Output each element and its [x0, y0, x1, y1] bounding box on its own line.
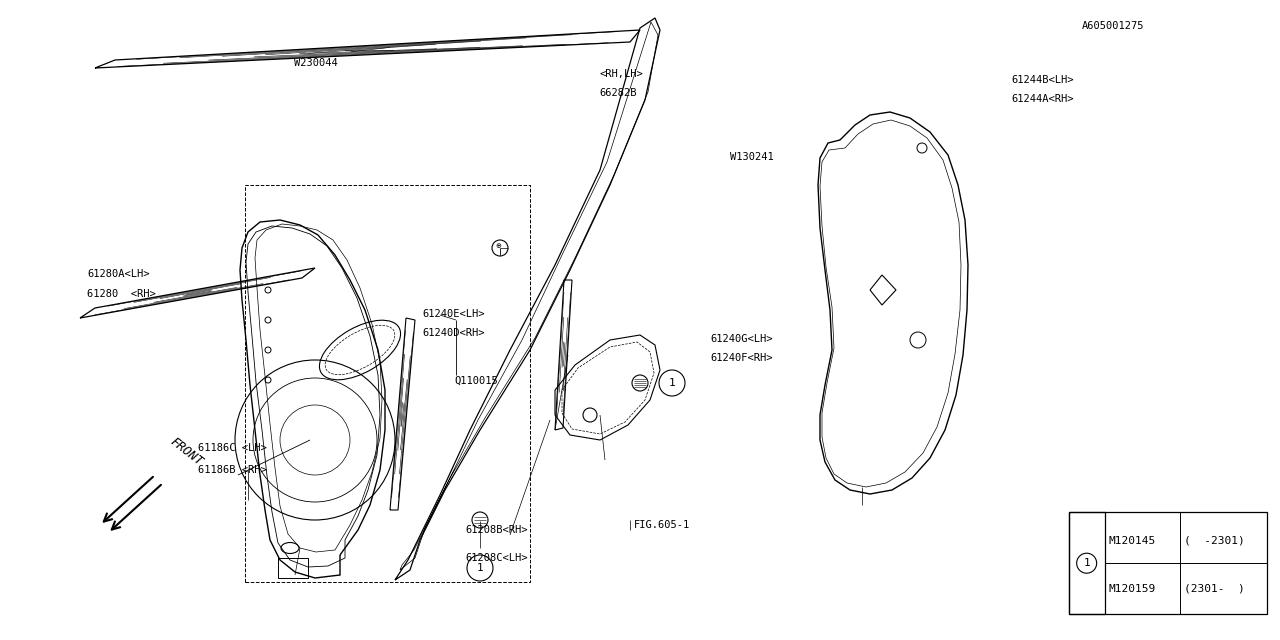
Text: 66282B: 66282B: [599, 88, 636, 98]
Text: M120145: M120145: [1108, 536, 1156, 546]
Text: W230044: W230044: [294, 58, 338, 68]
Text: 61244A<RH>: 61244A<RH>: [1011, 94, 1074, 104]
Text: 61186B <RH>: 61186B <RH>: [198, 465, 268, 476]
Text: FIG.605-1: FIG.605-1: [634, 520, 690, 530]
Text: <RH,LH>: <RH,LH>: [599, 68, 643, 79]
Text: A605001275: A605001275: [1082, 20, 1144, 31]
Text: FRONT: FRONT: [168, 435, 206, 468]
Text: 61240E<LH>: 61240E<LH>: [422, 308, 485, 319]
Text: 61244B<LH>: 61244B<LH>: [1011, 75, 1074, 85]
Text: 61280A<LH>: 61280A<LH>: [87, 269, 150, 279]
Text: M120159: M120159: [1108, 584, 1156, 594]
Text: 1: 1: [476, 563, 484, 573]
Text: 1: 1: [1083, 558, 1091, 568]
Text: Q110015: Q110015: [454, 376, 498, 386]
Text: 61240G<LH>: 61240G<LH>: [710, 334, 773, 344]
Text: ⊕: ⊕: [495, 243, 500, 249]
Text: 61240D<RH>: 61240D<RH>: [422, 328, 485, 338]
Text: (  -2301): ( -2301): [1184, 536, 1244, 546]
Text: 61240F<RH>: 61240F<RH>: [710, 353, 773, 364]
Text: 61186C <LH>: 61186C <LH>: [198, 443, 268, 453]
Text: 61208B<RH>: 61208B<RH>: [465, 525, 527, 535]
Text: 61208C<LH>: 61208C<LH>: [465, 553, 527, 563]
Text: 61280  <RH>: 61280 <RH>: [87, 289, 156, 300]
Text: 1: 1: [668, 378, 676, 388]
Text: W130241: W130241: [730, 152, 773, 162]
Text: (2301-  ): (2301- ): [1184, 584, 1244, 594]
